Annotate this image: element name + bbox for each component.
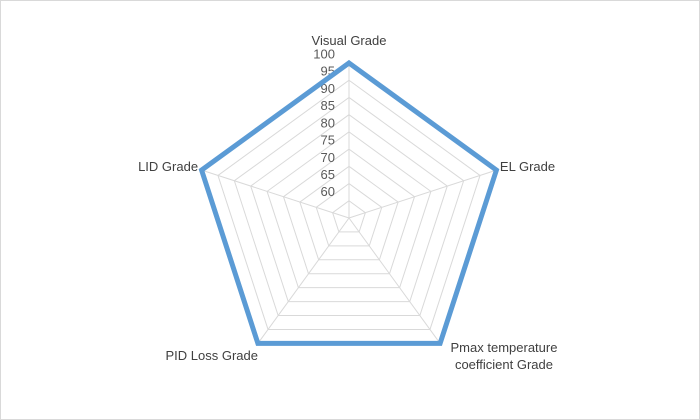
grid-ring <box>250 114 448 303</box>
grid-ring <box>332 200 366 233</box>
grid-ring <box>299 165 399 261</box>
axis-tick-label: 75 <box>321 133 335 148</box>
grid-ring <box>266 131 432 289</box>
axis-tick-label: 85 <box>321 98 335 113</box>
category-label: PID Loss Grade <box>165 348 259 364</box>
category-label: Visual Grade <box>311 33 387 48</box>
axis-tick-label: 65 <box>321 167 335 182</box>
grid-ring <box>233 96 465 317</box>
spoke <box>257 217 350 344</box>
spoke <box>348 217 441 344</box>
series-line <box>198 59 500 346</box>
axis-tick-label: 90 <box>321 81 335 96</box>
grid-ring <box>217 79 481 330</box>
category-label: EL Grade <box>499 159 556 174</box>
grid-ring <box>282 148 416 275</box>
axis-tick-label: 70 <box>321 150 335 165</box>
grid-ring <box>315 182 383 247</box>
category-label: Pmax temperature coefficient Grade <box>450 340 558 373</box>
spoke <box>201 169 350 219</box>
axis-tick-label: 80 <box>321 115 335 130</box>
axis-tick-label: 100 <box>313 46 335 61</box>
category-label: LID Grade <box>138 159 199 174</box>
spoke <box>348 169 497 219</box>
axis-tick-label: 60 <box>321 184 335 199</box>
